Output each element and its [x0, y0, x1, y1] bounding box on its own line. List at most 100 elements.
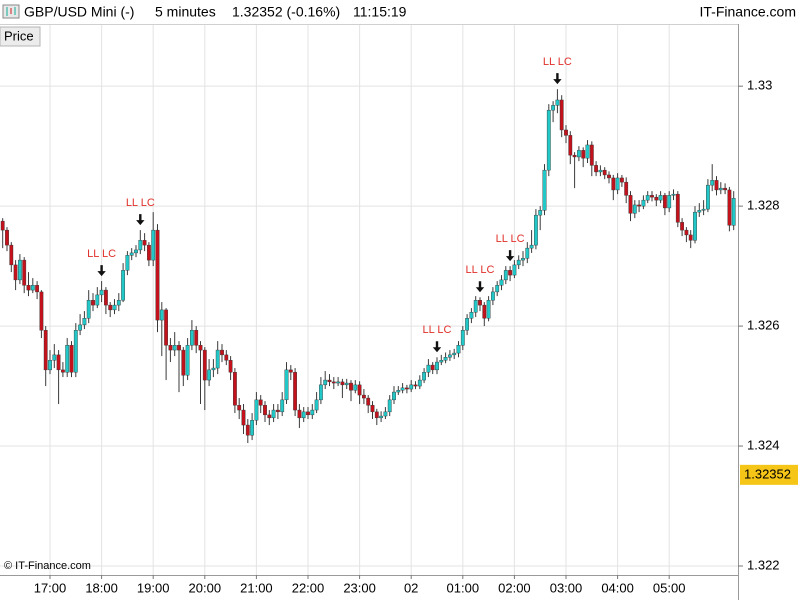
candle-body — [727, 189, 732, 226]
y-tick-label: 1.33 — [747, 78, 772, 93]
candle-body — [121, 270, 126, 301]
signal-arrow — [136, 214, 145, 226]
candle-body — [370, 405, 375, 413]
x-tick-label: 23:00 — [343, 580, 376, 595]
candle-body — [353, 384, 358, 391]
candle-body — [495, 285, 500, 293]
x-tick-label: 20:00 — [189, 580, 222, 595]
candle-body — [284, 369, 289, 401]
candle-body — [675, 193, 680, 223]
candle-body — [559, 99, 564, 131]
brand: IT-Finance.com — [700, 4, 796, 20]
signal-label: LL LC — [543, 56, 572, 68]
candle-body — [512, 264, 517, 276]
y-tick-label: 1.324 — [747, 437, 780, 452]
candle-body — [207, 369, 211, 381]
candle-body — [637, 204, 642, 207]
candle-body — [43, 330, 48, 371]
candle-body — [589, 144, 594, 166]
candle-body — [546, 109, 551, 171]
candle-body — [357, 384, 362, 396]
candle-body — [508, 270, 512, 276]
candle-body — [22, 259, 27, 286]
x-tick-label: 05:00 — [653, 580, 686, 595]
candle-body — [276, 409, 280, 413]
candle-body — [680, 222, 685, 231]
candle-body — [254, 399, 259, 421]
candle-body — [349, 382, 353, 391]
candle-body — [362, 394, 366, 399]
signal-arrow — [505, 250, 515, 262]
candle-body — [181, 349, 186, 376]
candle-body — [460, 330, 465, 346]
candle-body — [714, 180, 719, 191]
candle-body — [731, 198, 736, 226]
candle-body — [138, 240, 143, 251]
candle-body — [710, 180, 715, 186]
candle-body — [585, 144, 590, 159]
signal-label: LL LC — [496, 233, 525, 245]
candle-body — [168, 345, 173, 351]
candle-body — [534, 214, 538, 246]
candle-body — [645, 195, 650, 201]
panel-tab[interactable] — [0, 26, 41, 47]
candle-body — [224, 354, 229, 361]
candle-body — [73, 330, 78, 373]
candle-body — [293, 372, 297, 411]
candle-body — [108, 304, 113, 311]
candle-body — [667, 195, 672, 209]
candle-body — [688, 234, 693, 241]
candle-body — [439, 360, 444, 363]
candle-body — [245, 424, 250, 436]
candle-body — [65, 345, 70, 373]
candle-body — [581, 150, 586, 159]
candle-body — [529, 244, 534, 249]
clock: 11:15:19 — [353, 4, 407, 20]
candle-body — [220, 349, 224, 356]
candle-body — [607, 174, 611, 179]
candle-body — [443, 357, 448, 361]
candle-body — [288, 369, 293, 373]
x-tick-label: 19:00 — [137, 580, 170, 595]
candle-body — [396, 390, 401, 393]
candle-body — [671, 193, 676, 196]
candle-body — [0, 220, 5, 231]
candle-body — [413, 384, 418, 387]
candle-body — [482, 304, 487, 319]
candle-body — [82, 318, 87, 326]
candle-body — [185, 345, 190, 376]
candle-body — [95, 294, 100, 306]
candle-body — [723, 187, 728, 191]
candle-body — [301, 411, 306, 419]
candle-body — [172, 345, 177, 351]
copyright: © IT-Finance.com — [4, 560, 91, 572]
last-price-marker — [740, 464, 798, 485]
candle-body — [611, 177, 616, 191]
candle-body — [400, 387, 405, 391]
x-tick-label: 01:00 — [447, 580, 480, 595]
candle-body — [422, 372, 426, 381]
x-tick-label: 21:00 — [240, 580, 273, 595]
candle-body — [465, 318, 469, 331]
candle-body — [486, 300, 491, 319]
candle-body — [469, 312, 474, 319]
candle-body — [103, 289, 108, 306]
candle-body — [271, 409, 276, 419]
candle-body — [202, 349, 207, 381]
candle-body — [56, 354, 61, 371]
candle-body — [78, 324, 83, 331]
candle-body — [314, 399, 319, 411]
candle-body — [99, 289, 104, 296]
candle-body — [654, 196, 659, 201]
candle-body — [39, 291, 44, 331]
candle-body — [258, 399, 263, 406]
candle-body — [241, 409, 246, 426]
candle-body — [435, 361, 439, 371]
candle-body — [164, 309, 168, 346]
candle-body — [142, 240, 147, 246]
panel-label: Price — [4, 28, 34, 43]
candle-body — [267, 414, 272, 419]
candle-body — [624, 181, 629, 196]
